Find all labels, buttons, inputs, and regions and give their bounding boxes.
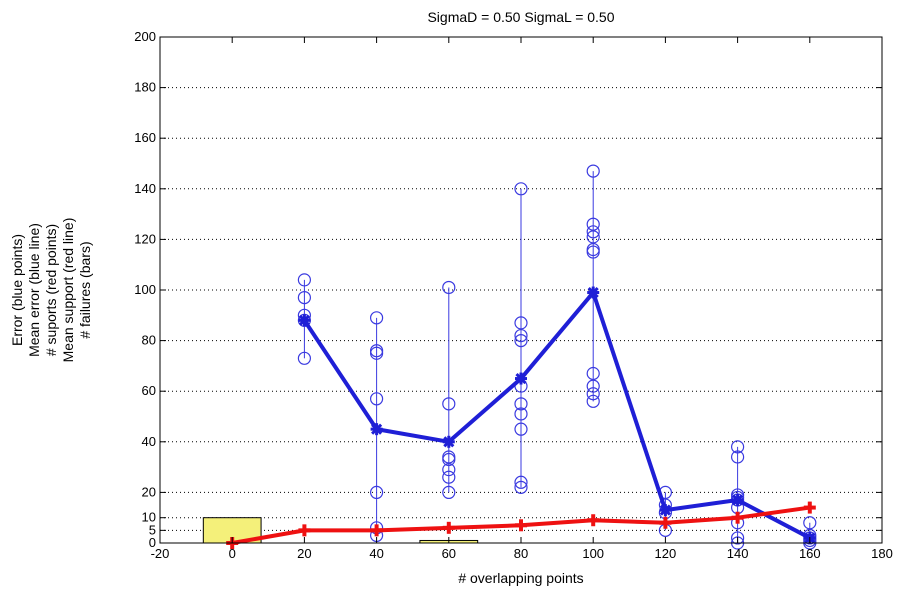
error-point xyxy=(514,480,528,494)
mean-support-marker xyxy=(803,501,816,514)
y-axis-label: Error (blue points) Mean error (blue line… xyxy=(9,218,93,363)
x-tick-label: 60 xyxy=(442,546,456,561)
y-axis-label-line: # suports (red points) xyxy=(43,224,59,356)
error-point xyxy=(370,346,384,360)
y-tick-label: 180 xyxy=(134,80,156,95)
y-tick-label: 100 xyxy=(134,282,156,297)
error-point xyxy=(586,366,600,381)
y-tick-label: 200 xyxy=(134,29,156,44)
mean-error-marker xyxy=(370,423,383,436)
error-point xyxy=(442,397,456,411)
error-point xyxy=(586,387,600,401)
x-tick-label: 20 xyxy=(297,546,311,561)
error-point xyxy=(514,422,528,436)
y-tick-label: 5 xyxy=(149,522,156,537)
error-point xyxy=(370,392,384,406)
error-point xyxy=(514,316,528,330)
x-tick-label: 180 xyxy=(871,546,893,561)
error-point xyxy=(297,351,311,365)
error-point xyxy=(730,440,745,454)
error-point xyxy=(730,450,745,464)
y-tick-label: 0 xyxy=(149,535,156,550)
error-point xyxy=(514,334,528,348)
mean-error-marker xyxy=(298,314,311,327)
mean-error-marker xyxy=(515,372,527,385)
error-point xyxy=(370,311,384,325)
x-tick-label: 160 xyxy=(799,546,821,561)
error-point xyxy=(730,531,745,545)
y-axis-label-line: Mean error (blue line) xyxy=(26,223,42,357)
y-tick-label: 60 xyxy=(142,383,156,398)
error-point xyxy=(586,394,600,408)
x-tick-label: 40 xyxy=(369,546,383,561)
x-tick-label: 80 xyxy=(514,546,528,561)
x-tick-label: 140 xyxy=(727,546,749,561)
y-axis-label-line: Mean support (red line) xyxy=(60,218,76,363)
mean-support-marker xyxy=(515,519,527,532)
error-point xyxy=(297,290,311,305)
x-tick-label: -20 xyxy=(151,546,170,561)
y-tick-label: 80 xyxy=(142,333,156,348)
mean-support-marker xyxy=(370,524,383,537)
x-tick-label: 100 xyxy=(582,546,604,561)
error-point xyxy=(586,230,600,244)
mean-support-marker xyxy=(298,524,311,537)
error-point xyxy=(442,463,456,477)
mean-support-marker xyxy=(587,514,600,527)
y-tick-label: 160 xyxy=(134,130,156,145)
y-tick-label: 20 xyxy=(142,484,156,499)
error-point xyxy=(442,452,456,467)
mean-error-marker xyxy=(659,504,672,517)
error-point xyxy=(586,164,600,178)
mean-error-marker xyxy=(442,435,455,448)
mean-error-line xyxy=(302,290,811,540)
x-tick-label: 120 xyxy=(655,546,677,561)
mean-support-marker xyxy=(659,516,672,529)
error-point xyxy=(514,182,528,196)
chart-title: SigmaD = 0.50 SigmaL = 0.50 xyxy=(427,9,614,25)
error-point xyxy=(514,328,528,343)
y-axis-label-line: # failures (bars) xyxy=(77,241,93,338)
error-point xyxy=(586,379,600,393)
error-point xyxy=(514,397,528,411)
error-point xyxy=(442,485,456,499)
error-point xyxy=(586,217,600,231)
x-axis-label: # overlapping points xyxy=(458,570,583,586)
x-tick-label: 0 xyxy=(229,546,236,561)
y-tick-label: 120 xyxy=(134,231,156,246)
mean-support-marker xyxy=(442,521,455,534)
y-tick-label: 140 xyxy=(134,181,156,196)
error-point xyxy=(442,470,456,484)
mean-support-marker xyxy=(731,511,744,524)
y-tick-label: 40 xyxy=(142,434,156,449)
error-point xyxy=(586,245,600,259)
y-axis-label-line: Error (blue points) xyxy=(9,234,25,346)
mean-error-marker xyxy=(587,286,600,299)
series-markers xyxy=(226,286,816,549)
y-tick-label: 10 xyxy=(142,510,156,525)
mean-error-marker xyxy=(731,493,744,506)
axis-ticks: -20 0 20 40 60 80 100 120 140 160 1800510204060801… xyxy=(134,29,893,561)
error-point xyxy=(297,273,311,287)
error-point xyxy=(586,225,600,239)
error-point xyxy=(442,280,456,295)
error-point xyxy=(514,475,528,489)
error-point xyxy=(370,485,384,499)
error-point xyxy=(803,516,817,530)
error-point xyxy=(514,407,528,421)
